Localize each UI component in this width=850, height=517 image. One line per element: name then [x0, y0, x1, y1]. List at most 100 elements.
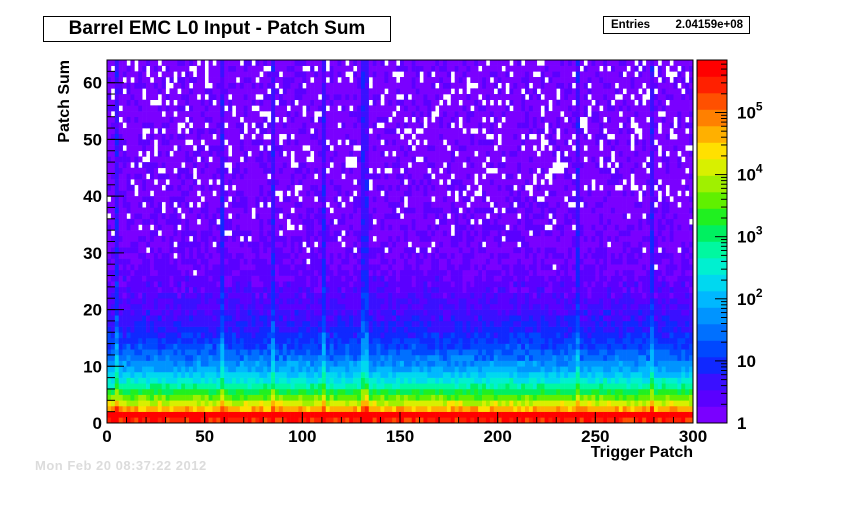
heatmap-cell	[310, 258, 315, 265]
heatmap-cell	[411, 303, 416, 310]
heatmap-cell	[427, 128, 432, 135]
heatmap-cell	[110, 184, 116, 191]
heatmap-cell	[235, 411, 241, 418]
heatmap-cell	[173, 184, 178, 191]
heatmap-cell	[325, 371, 330, 378]
heatmap-cell	[173, 332, 178, 339]
heatmap-cell	[364, 105, 370, 112]
heatmap-cell	[110, 264, 116, 271]
heatmap-cell	[122, 360, 127, 367]
heatmap-cell	[173, 264, 178, 271]
heatmap-cell	[243, 332, 248, 339]
heatmap-cell	[325, 71, 330, 78]
heatmap-cell	[208, 71, 213, 78]
heatmap-cell	[134, 247, 139, 254]
heatmap-cell	[110, 326, 116, 333]
heatmap-cell	[302, 133, 307, 140]
heatmap-cell	[216, 309, 221, 316]
heatmap-cell	[216, 411, 221, 418]
heatmap-cell	[314, 133, 319, 140]
heatmap-cell	[278, 162, 284, 169]
heatmap-cell	[290, 417, 295, 424]
heatmap-cell	[400, 400, 405, 407]
heatmap-cell	[411, 400, 416, 407]
heatmap-cell	[173, 388, 178, 395]
heatmap-cell	[126, 292, 131, 299]
heatmap-cell	[126, 275, 131, 282]
heatmap-cell	[267, 241, 272, 248]
heatmap-cell	[310, 184, 315, 191]
heatmap-cell	[243, 377, 248, 384]
heatmap-cell	[216, 122, 221, 129]
heatmap-cell	[189, 383, 194, 390]
heatmap-cell	[165, 162, 170, 169]
heatmap-cell	[314, 332, 319, 339]
heatmap-cell	[149, 337, 155, 344]
heatmap-cell	[388, 349, 393, 356]
heatmap-cell	[310, 60, 315, 66]
heatmap-cell	[114, 179, 120, 186]
heatmap-cell	[216, 105, 221, 112]
heatmap-cell	[204, 354, 209, 361]
heatmap-cell	[157, 298, 162, 305]
heatmap-cell	[290, 326, 295, 333]
heatmap-cell	[157, 303, 162, 310]
heatmap-cell	[282, 60, 288, 66]
heatmap-cell	[185, 156, 190, 163]
heatmap-cell	[169, 230, 174, 237]
heatmap-cell	[310, 82, 315, 89]
heatmap-cell	[349, 201, 354, 208]
heatmap-cell	[329, 264, 334, 271]
heatmap-cell	[317, 162, 323, 169]
heatmap-cell	[185, 201, 190, 208]
heatmap-cell	[419, 213, 424, 220]
heatmap-cell	[310, 145, 315, 152]
heatmap-cell	[153, 332, 159, 339]
heatmap-cell	[364, 247, 370, 254]
heatmap-cell	[200, 122, 205, 129]
heatmap-cell	[419, 184, 424, 191]
heatmap-cell	[403, 394, 409, 401]
heatmap-cell	[329, 235, 334, 242]
heatmap-cell	[228, 235, 233, 242]
heatmap-cells	[107, 60, 694, 424]
heatmap-cell	[216, 405, 221, 412]
heatmap-cell	[228, 269, 233, 276]
heatmap-cell	[177, 201, 182, 208]
heatmap-cell	[259, 377, 264, 384]
heatmap-cell	[107, 230, 112, 237]
heatmap-cell	[107, 332, 112, 339]
heatmap-cell	[302, 162, 307, 169]
heatmap-cell	[360, 122, 366, 129]
heatmap-cell	[169, 383, 174, 390]
heatmap-cell	[345, 167, 350, 174]
heatmap-cell	[271, 145, 276, 152]
heatmap-cell	[134, 77, 139, 83]
heatmap-cell	[353, 417, 358, 424]
heatmap-cell	[110, 286, 116, 293]
heatmap-cell	[314, 167, 319, 174]
heatmap-cell	[310, 179, 315, 186]
heatmap-cell	[333, 184, 338, 191]
heatmap-cell	[267, 105, 272, 112]
heatmap-cell	[384, 394, 389, 401]
heatmap-cell	[157, 269, 162, 276]
heatmap-cell	[212, 258, 217, 265]
heatmap-cell	[360, 298, 366, 305]
heatmap-cell	[255, 371, 260, 378]
heatmap-cell	[189, 77, 194, 83]
heatmap-cell	[364, 111, 370, 118]
heatmap-cell	[189, 411, 194, 418]
heatmap-cell	[134, 99, 139, 106]
heatmap-cell	[321, 201, 327, 208]
heatmap-cell	[290, 218, 295, 225]
heatmap-cell	[333, 179, 338, 186]
heatmap-cell	[353, 269, 358, 276]
heatmap-cell	[427, 286, 432, 293]
heatmap-cell	[403, 400, 409, 407]
heatmap-cell	[165, 281, 170, 288]
heatmap-cell	[114, 264, 120, 271]
heatmap-cell	[403, 281, 409, 288]
heatmap-cell	[114, 315, 120, 322]
heatmap-cell	[317, 303, 323, 310]
